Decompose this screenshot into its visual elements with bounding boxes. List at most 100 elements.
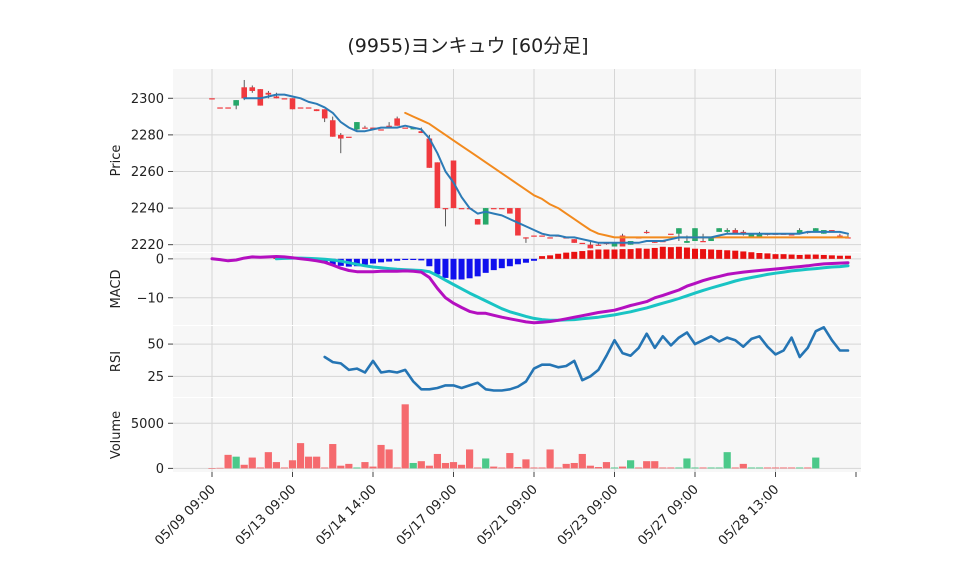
x-tick-label-5: 05/23 09:00 <box>555 482 622 549</box>
candle-body-65 <box>732 230 739 234</box>
candle-body-2 <box>225 107 231 109</box>
candle-body-42 <box>547 237 553 239</box>
candle-body-18 <box>354 122 360 130</box>
macd-hist-bar-64 <box>724 250 731 259</box>
macd-hist-bar-37 <box>506 258 513 267</box>
macd-hist-bar-29 <box>442 258 449 278</box>
volume-ytick-label-0: 0 <box>156 462 164 477</box>
volume-bar-4 <box>240 464 248 469</box>
macd-line <box>210 255 850 325</box>
candle-body-39 <box>523 237 529 239</box>
candle-body-68 <box>756 233 763 238</box>
price-ytick-label-3: 2280 <box>131 128 164 143</box>
price-ytick-label-1: 2240 <box>131 202 164 217</box>
volume-bar-18 <box>353 467 361 469</box>
rsi-panel: 25 50 RSI <box>109 326 861 397</box>
macd-hist-bar-75 <box>812 254 819 259</box>
macd-hist-bar-73 <box>796 254 803 259</box>
ma-short-line <box>243 93 849 244</box>
volume-bar-59 <box>683 458 691 469</box>
volume-bar-23 <box>393 467 401 469</box>
volume-bar-69 <box>763 467 772 469</box>
x-tick-label-2: 05/14 14:00 <box>313 482 380 549</box>
macd-hist-bar-40 <box>531 258 537 261</box>
volume-bar-65 <box>731 467 739 469</box>
volume-bar-31 <box>457 464 466 469</box>
macd-hist-bar-53 <box>635 248 642 259</box>
candle-body-47 <box>587 244 594 249</box>
candle-body-0 <box>209 98 215 100</box>
macd-hist-bar-71 <box>780 254 787 259</box>
volume-bar-17 <box>345 463 353 469</box>
volume-bar-9 <box>280 467 289 469</box>
volume-bar-3 <box>232 456 240 469</box>
volume-bar-27 <box>425 465 433 469</box>
volume-bar-37 <box>506 453 514 469</box>
volume-bar-43 <box>554 467 562 469</box>
macd-hist-bar-72 <box>788 254 795 259</box>
volume-bar-0 <box>208 468 216 469</box>
macd-hist-bar-46 <box>579 251 586 259</box>
volume-bar-60 <box>691 467 699 469</box>
price-axis-label: Price <box>109 145 124 177</box>
macd-ytick-label-0: 0 <box>156 252 164 267</box>
macd-hist-bar-19 <box>361 258 368 265</box>
volume-bar-44 <box>562 463 570 469</box>
volume-bar-55 <box>651 461 659 469</box>
candle-body-13 <box>313 109 320 112</box>
volume-bar-38 <box>514 467 522 469</box>
candle-body-17 <box>346 136 352 138</box>
candle-body-35 <box>490 208 497 210</box>
volume-bar-35 <box>490 466 498 469</box>
candle-body-57 <box>668 233 674 235</box>
volume-bar-64 <box>723 452 731 469</box>
macd-hist-bar-57 <box>667 247 674 259</box>
candle-body-36 <box>499 208 505 210</box>
volume-bar-20 <box>369 466 377 469</box>
volume-bar-39 <box>522 459 530 469</box>
macd-hist-bar-45 <box>571 251 578 259</box>
macd-hist-bar-79 <box>844 255 851 259</box>
candle-body-3 <box>233 100 239 106</box>
macd-hist-bar-70 <box>772 254 779 259</box>
price-panel: 2220 2240 2260 2280 2300 Price <box>109 69 861 253</box>
candle-body-45 <box>571 239 578 243</box>
macd-hist-bar-25 <box>410 258 417 261</box>
rsi-axis-label: RSI <box>109 351 124 372</box>
x-tick-label-3: 05/17 09:00 <box>394 482 461 549</box>
candle-body-41 <box>539 235 545 237</box>
candle-body-40 <box>531 235 537 237</box>
x-tick-label-6: 05/27 09:00 <box>635 482 702 549</box>
candle-body-9 <box>281 98 288 100</box>
candle-body-16 <box>338 134 344 139</box>
volume-bar-28 <box>433 453 441 469</box>
candle-body-33 <box>474 219 481 225</box>
rsi-line <box>323 326 850 392</box>
volume-bar-73 <box>796 467 804 469</box>
volume-bar-34 <box>482 458 490 469</box>
candle-body-22 <box>386 125 392 127</box>
macd-hist-bar-36 <box>498 258 505 269</box>
volume-bar-57 <box>667 467 675 469</box>
macd-hist-bar-58 <box>675 246 682 259</box>
volume-bar-72 <box>788 467 796 469</box>
macd-hist-bar-59 <box>683 247 690 259</box>
macd-hist-bar-62 <box>708 249 715 259</box>
price-ytick-label-0: 2220 <box>131 238 164 253</box>
volume-bar-49 <box>602 462 611 469</box>
candle-body-50 <box>611 242 618 247</box>
volume-bar-30 <box>449 462 458 469</box>
volume-bar-26 <box>417 461 425 469</box>
volume-bar-5 <box>248 457 256 469</box>
candle-body-67 <box>748 233 755 238</box>
rsi-background <box>173 326 861 397</box>
volume-bar-46 <box>578 453 586 469</box>
macd-hist-bar-27 <box>426 258 433 267</box>
macd-hist-bar-28 <box>434 258 441 275</box>
macd-hist-bar-55 <box>651 247 658 259</box>
macd-hist-bar-78 <box>836 255 843 259</box>
candle-body-59 <box>684 241 690 243</box>
volume-bar-33 <box>474 467 482 469</box>
candle-body-58 <box>676 228 682 234</box>
candle-body-21 <box>378 129 384 131</box>
